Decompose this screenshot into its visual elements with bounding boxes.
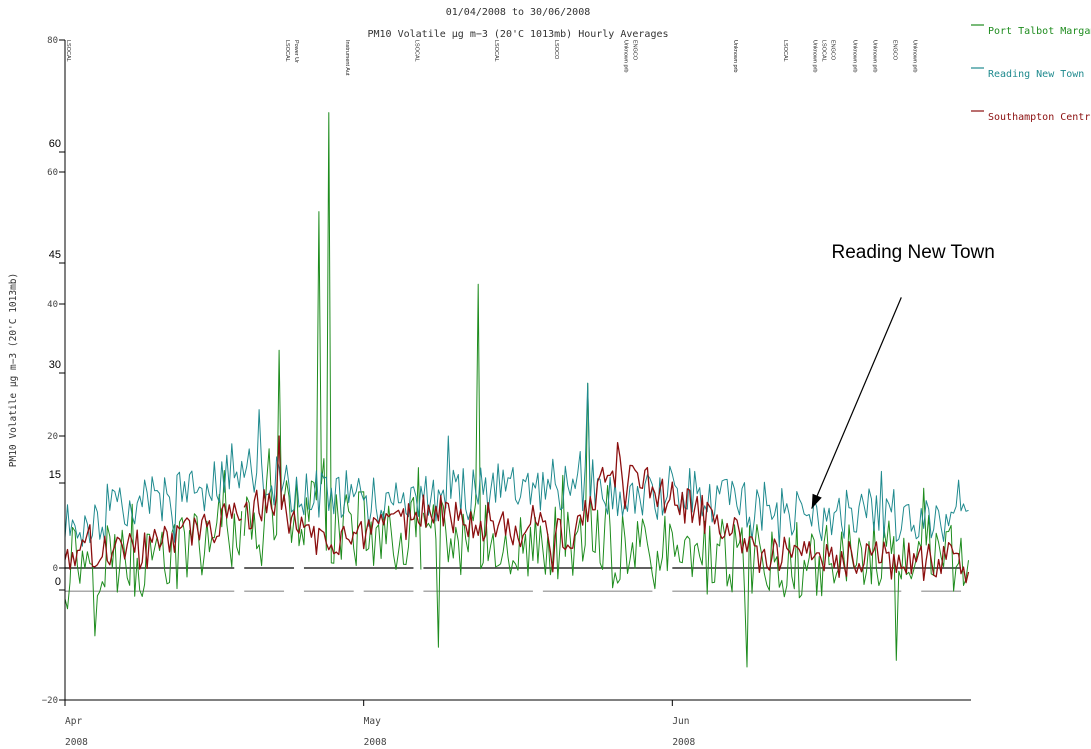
y-tick-label: −20 bbox=[42, 696, 58, 706]
event-label: LSOCAL bbox=[65, 40, 71, 62]
event-label: Unknown prb bbox=[623, 40, 629, 72]
event-label: LSOCAL bbox=[284, 40, 290, 62]
chart-title: 01/04/2008 to 30/06/2008 bbox=[446, 7, 591, 18]
event-label: Unknown prb bbox=[871, 40, 877, 72]
series-line-southampton-centre bbox=[64, 502, 243, 570]
x-tick-month-label: May bbox=[364, 716, 381, 727]
annotation-layer: Reading New Town bbox=[811, 242, 995, 509]
secondary-y-tick-label: 30 bbox=[49, 359, 61, 371]
event-label: Unknown prb bbox=[732, 40, 738, 72]
y-tick-label: 60 bbox=[47, 168, 58, 178]
event-label: Unknown prb bbox=[911, 40, 917, 72]
event-label: Unknown prb bbox=[812, 40, 818, 72]
y-tick-label: 80 bbox=[47, 36, 58, 46]
baseline-layer bbox=[65, 567, 962, 592]
event-label: LSOCAL bbox=[413, 40, 419, 62]
legend: Port Talbot Margam Reading New Town Southa… bbox=[971, 24, 1091, 123]
event-label: LSOCO bbox=[553, 40, 559, 60]
x-tick-year-label: 2008 bbox=[364, 737, 387, 748]
x-tick-month-label: Apr bbox=[65, 716, 82, 727]
legend-label: Port Talbot Margam bbox=[988, 26, 1091, 37]
y-tick-label: 40 bbox=[47, 300, 58, 310]
series-line-port-talbot-margam bbox=[422, 283, 969, 668]
event-label: Unknown prb bbox=[852, 40, 858, 72]
axes-layer bbox=[64, 40, 971, 701]
x-tick-month-label: Jun bbox=[672, 716, 689, 727]
legend-label: Southampton Centre bbox=[988, 112, 1091, 123]
chart-subtitle: PM10 Volatile µg m−3 (20'C 1013mb) Hourl… bbox=[367, 29, 668, 40]
event-label: LSOCAL bbox=[782, 40, 788, 62]
secondary-y-tick-label: 60 bbox=[49, 138, 61, 150]
series-port-talbot-margam bbox=[64, 112, 969, 668]
annotation-arrow-head bbox=[811, 493, 822, 509]
tick-layer: 80 60 40 20 0 −20 60 45 30 15 0 Apr 2008 May 2008 Jun 20… bbox=[42, 36, 696, 748]
y-axis-label: PM10 Volatile µg m−3 (20'C 1013mb) bbox=[8, 273, 19, 467]
secondary-y-tick-label: 45 bbox=[49, 249, 61, 261]
event-label: ENGCO bbox=[830, 40, 836, 61]
x-tick-year-label: 2008 bbox=[672, 737, 695, 748]
secondary-y-tick-label: 0 bbox=[55, 576, 61, 588]
series-southampton-centre bbox=[64, 435, 970, 584]
series-line-southampton-centre bbox=[243, 435, 970, 584]
series-line-reading-new-town bbox=[64, 382, 969, 548]
event-label: Power Ur bbox=[293, 40, 299, 63]
event-label: Instrument Aut bbox=[344, 40, 350, 76]
series-reading-new-town bbox=[64, 382, 969, 548]
series-layer bbox=[64, 112, 970, 668]
annotation-label: Reading New Town bbox=[831, 242, 994, 263]
event-label: LSOCAL bbox=[493, 40, 499, 62]
event-label: ENGCO bbox=[632, 40, 638, 61]
event-label: ENGCO bbox=[891, 40, 897, 61]
series-line-port-talbot-margam bbox=[243, 112, 422, 570]
y-tick-label: 20 bbox=[47, 432, 58, 442]
legend-label: Reading New Town bbox=[988, 69, 1084, 80]
y-tick-label: 0 bbox=[53, 564, 58, 574]
annotation-arrow-line bbox=[811, 297, 902, 509]
event-label-layer: LSOCAL LSOCAL Power Ur Instrument Aut LSOCAL… bbox=[65, 40, 917, 76]
event-label: LSOCAL bbox=[821, 40, 827, 62]
secondary-y-tick-label: 15 bbox=[49, 469, 61, 481]
x-tick-year-label: 2008 bbox=[65, 737, 88, 748]
